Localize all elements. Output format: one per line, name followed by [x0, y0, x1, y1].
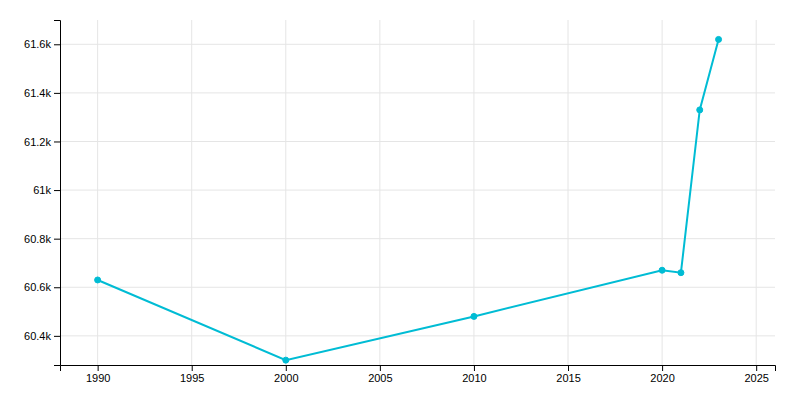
- x-tick-mark: [568, 365, 569, 371]
- x-axis: 1990 1995 2000 2005 2010 2015 2020 2025: [61, 365, 776, 384]
- y-axis: 60.4k 60.6k 60.8k 61k 61.2k 61.4k 61.6k: [24, 21, 60, 366]
- grid-line: [97, 20, 98, 365]
- line: [98, 39, 719, 360]
- point: [678, 270, 684, 276]
- x-tick-label: 2015: [556, 372, 580, 384]
- y-tick: 61.4k: [24, 87, 60, 99]
- x-tick-mark: [474, 365, 475, 371]
- point: [471, 313, 477, 319]
- series: [95, 36, 722, 363]
- x-tick-label: 1990: [86, 372, 110, 384]
- grid-line: [60, 335, 775, 336]
- y-tick-mark: [54, 239, 60, 240]
- y-tick-label: 60.8k: [24, 233, 51, 245]
- grid-line: [191, 20, 192, 365]
- x-tick-mark: [286, 365, 287, 371]
- x-axis-line: [61, 366, 776, 372]
- grid-line: [568, 20, 569, 365]
- y-tick-label: 60.4k: [24, 330, 51, 342]
- x-tick-label: 1995: [180, 372, 204, 384]
- y-tick-label: 60.6k: [24, 281, 51, 293]
- grid-line: [60, 190, 775, 191]
- x-tick-mark: [662, 365, 663, 371]
- grid-line: [60, 141, 775, 142]
- x-tick: 2000: [274, 365, 298, 384]
- grid-line: [756, 20, 757, 365]
- x-tick-mark: [192, 365, 193, 371]
- y-tick: 60.8k: [24, 233, 60, 245]
- x-tick-mark: [756, 365, 757, 371]
- y-tick-mark: [54, 141, 60, 142]
- y-tick-label: 61.6k: [24, 38, 51, 50]
- chart: 1990199520002005201020152020202560.4k60.…: [0, 0, 800, 400]
- y-tick: 60.4k: [24, 330, 60, 342]
- x-tick-label: 2025: [744, 372, 768, 384]
- x-tick-label: 2000: [274, 372, 298, 384]
- x-tick: 2025: [744, 365, 768, 384]
- y-tick-label: 61.4k: [24, 87, 51, 99]
- y-tick: 60.6k: [24, 281, 60, 293]
- y-tick-label: 61k: [33, 184, 51, 196]
- y-tick: 61.6k: [24, 38, 60, 50]
- y-tick-mark: [54, 336, 60, 337]
- x-tick-label: 2010: [462, 372, 486, 384]
- point: [659, 267, 665, 273]
- x-tick-mark: [98, 365, 99, 371]
- x-tick: 1995: [180, 365, 204, 384]
- grid-line: [60, 287, 775, 288]
- y-tick-mark: [54, 287, 60, 288]
- y-tick: 61k: [33, 184, 60, 196]
- grid-line: [60, 238, 775, 239]
- grid-line: [60, 92, 775, 93]
- point: [716, 36, 722, 42]
- plot: 1990199520002005201020152020202560.4k60.…: [24, 20, 775, 384]
- point: [697, 107, 703, 113]
- point: [283, 357, 289, 363]
- x-tick-label: 2005: [368, 372, 392, 384]
- grid-line: [662, 20, 663, 365]
- grid: [60, 20, 775, 365]
- x-tick: 2010: [462, 365, 486, 384]
- y-tick-mark: [54, 44, 60, 45]
- y-tick-label: 61.2k: [24, 135, 51, 147]
- x-tick: 2015: [556, 365, 580, 384]
- x-tick: 2020: [650, 365, 674, 384]
- x-tick: 1990: [86, 365, 110, 384]
- x-tick-label: 2020: [650, 372, 674, 384]
- grid-line: [285, 20, 286, 365]
- point: [95, 277, 101, 283]
- y-tick: 61.2k: [24, 135, 60, 147]
- grid-line: [379, 20, 380, 365]
- x-tick-mark: [380, 365, 381, 371]
- y-axis-line: [54, 21, 61, 366]
- y-tick-mark: [54, 190, 60, 191]
- grid-line: [60, 44, 775, 45]
- x-tick: 2005: [368, 365, 392, 384]
- y-tick-mark: [54, 93, 60, 94]
